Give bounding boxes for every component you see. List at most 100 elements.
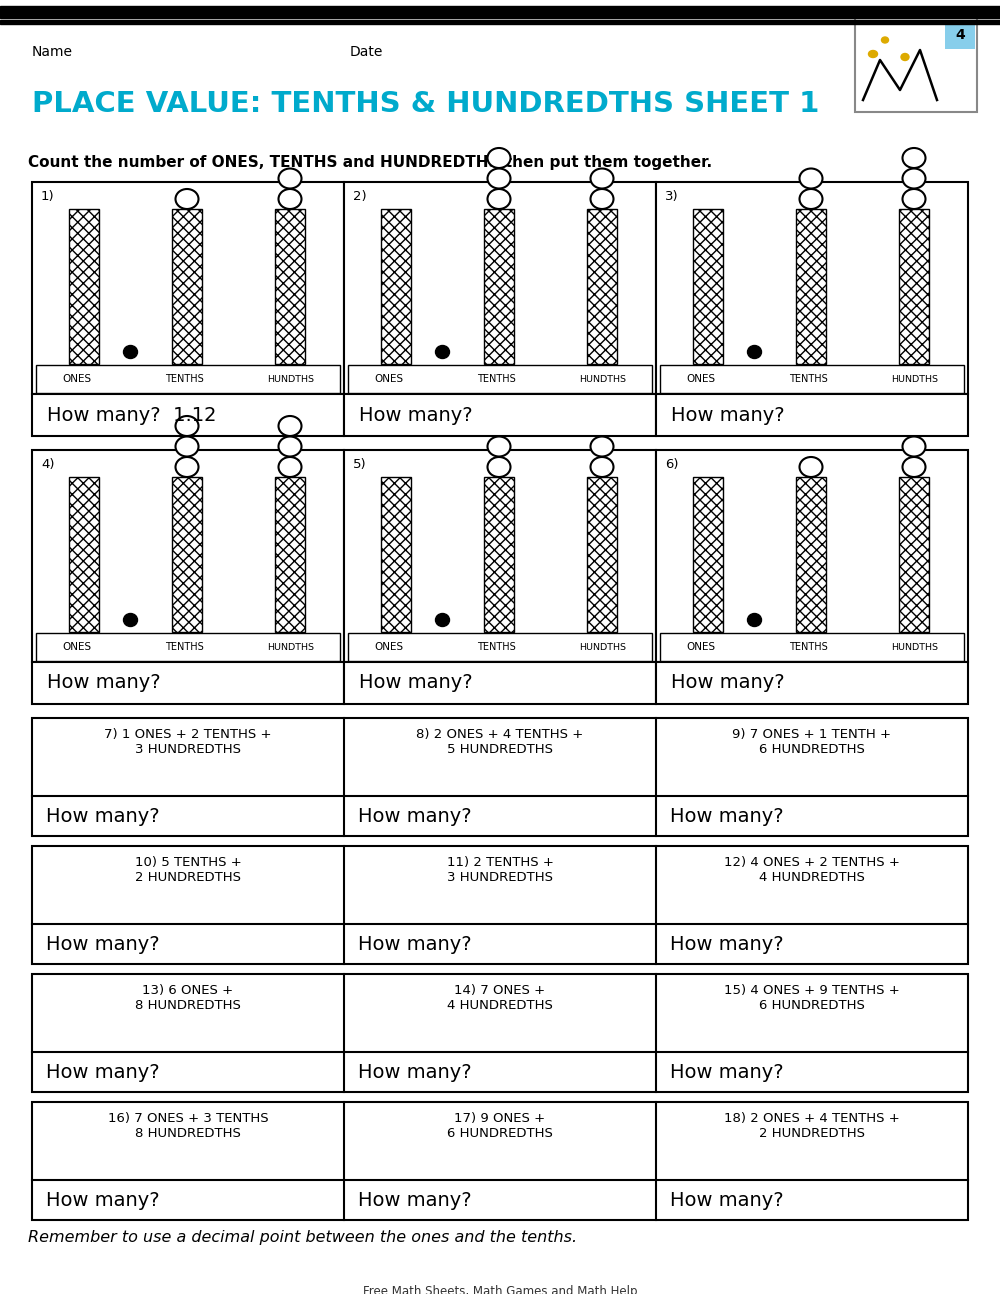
Bar: [587, 210, 617, 364]
Bar: [381, 477, 411, 631]
Text: Name: Name: [32, 45, 73, 60]
Text: 3): 3): [665, 190, 679, 203]
Bar: [344, 450, 656, 663]
Bar: [344, 182, 656, 393]
Bar: [660, 633, 964, 661]
Text: 6): 6): [665, 458, 678, 471]
Bar: [660, 365, 964, 393]
Ellipse shape: [278, 436, 302, 457]
Text: How many?: How many?: [46, 806, 160, 826]
Text: How many?: How many?: [46, 1190, 160, 1210]
Bar: [693, 210, 723, 364]
Ellipse shape: [278, 168, 302, 189]
Ellipse shape: [488, 189, 511, 210]
Ellipse shape: [278, 415, 302, 436]
Text: How many?: How many?: [359, 673, 473, 692]
Ellipse shape: [902, 148, 926, 168]
Bar: [32, 846, 968, 964]
Bar: [381, 210, 411, 364]
Text: TENTHS: TENTHS: [165, 374, 204, 384]
Text: ONES: ONES: [374, 374, 403, 384]
Bar: [32, 393, 344, 436]
Text: Count the number of ONES, TENTHS and HUNDREDTHS then put them together.: Count the number of ONES, TENTHS and HUN…: [28, 155, 712, 170]
Text: Date: Date: [350, 45, 383, 60]
Bar: [69, 210, 99, 364]
Text: How many?: How many?: [46, 1062, 160, 1082]
Bar: [32, 663, 344, 704]
Ellipse shape: [800, 189, 822, 210]
Text: How many?: How many?: [358, 806, 472, 826]
Text: HUNDTHS: HUNDTHS: [891, 643, 938, 651]
Bar: [484, 477, 514, 631]
Bar: [796, 210, 826, 364]
Text: How many?: How many?: [671, 405, 785, 424]
Text: ONES: ONES: [374, 642, 403, 652]
Ellipse shape: [278, 457, 302, 477]
Text: HUNDTHS: HUNDTHS: [267, 643, 314, 651]
Ellipse shape: [902, 436, 926, 457]
Ellipse shape: [590, 436, 614, 457]
Text: How many?: How many?: [358, 1190, 472, 1210]
Text: 15) 4 ONES + 9 TENTHS +
6 HUNDREDTHS: 15) 4 ONES + 9 TENTHS + 6 HUNDREDTHS: [724, 983, 900, 1012]
Bar: [693, 477, 723, 631]
Text: TENTHS: TENTHS: [165, 642, 204, 652]
Bar: [855, 17, 977, 113]
Text: PLACE VALUE: TENTHS & HUNDREDTHS SHEET 1: PLACE VALUE: TENTHS & HUNDREDTHS SHEET 1: [32, 91, 819, 118]
Bar: [899, 477, 929, 631]
Bar: [344, 393, 656, 436]
Text: How many?: How many?: [47, 673, 161, 692]
Text: Remember to use a decimal point between the ones and the tenths.: Remember to use a decimal point between …: [28, 1231, 577, 1245]
Bar: [32, 974, 968, 1092]
Text: 2): 2): [353, 190, 367, 203]
Bar: [945, 21, 975, 49]
Text: How many?: How many?: [670, 806, 784, 826]
Text: How many?: How many?: [670, 1190, 784, 1210]
Ellipse shape: [800, 457, 822, 477]
Ellipse shape: [590, 457, 614, 477]
Ellipse shape: [436, 613, 450, 626]
Text: 9) 7 ONES + 1 TENTH +
6 HUNDREDTHS: 9) 7 ONES + 1 TENTH + 6 HUNDREDTHS: [732, 729, 892, 756]
Bar: [0, 19, 1000, 25]
Text: TENTHS: TENTHS: [789, 642, 828, 652]
Text: HUNDTHS: HUNDTHS: [579, 643, 626, 651]
Text: Free Math Sheets, Math Games and Math Help: Free Math Sheets, Math Games and Math He…: [363, 1285, 637, 1294]
Text: How many?  1.12: How many? 1.12: [47, 405, 216, 424]
Bar: [32, 182, 344, 393]
Bar: [344, 663, 656, 704]
Bar: [32, 718, 968, 836]
Text: How many?: How many?: [46, 934, 160, 954]
Ellipse shape: [278, 189, 302, 210]
Ellipse shape: [882, 38, 889, 43]
Bar: [587, 477, 617, 631]
Text: ONES: ONES: [686, 642, 715, 652]
Ellipse shape: [590, 189, 614, 210]
Ellipse shape: [868, 50, 878, 57]
Text: 4): 4): [41, 458, 54, 471]
Bar: [172, 210, 202, 364]
Bar: [899, 210, 929, 364]
Text: HUNDTHS: HUNDTHS: [891, 374, 938, 383]
Text: 5): 5): [353, 458, 367, 471]
Bar: [36, 365, 340, 393]
Bar: [32, 1102, 968, 1220]
Ellipse shape: [590, 168, 614, 189]
Text: 4: 4: [955, 28, 965, 41]
Ellipse shape: [488, 148, 511, 168]
Ellipse shape: [488, 436, 511, 457]
Bar: [275, 210, 305, 364]
Bar: [69, 477, 99, 631]
Text: 1): 1): [41, 190, 55, 203]
Text: 7) 1 ONES + 2 TENTHS +
3 HUNDREDTHS: 7) 1 ONES + 2 TENTHS + 3 HUNDREDTHS: [104, 729, 272, 756]
Bar: [656, 450, 968, 663]
Ellipse shape: [176, 457, 198, 477]
Ellipse shape: [436, 345, 450, 358]
Bar: [656, 182, 968, 393]
Text: ONES: ONES: [62, 642, 91, 652]
Text: 10) 5 TENTHS +
2 HUNDREDTHS: 10) 5 TENTHS + 2 HUNDREDTHS: [135, 857, 241, 884]
Ellipse shape: [902, 168, 926, 189]
Bar: [36, 633, 340, 661]
Bar: [348, 633, 652, 661]
Text: How many?: How many?: [670, 934, 784, 954]
Text: ONES: ONES: [686, 374, 715, 384]
Bar: [172, 477, 202, 631]
